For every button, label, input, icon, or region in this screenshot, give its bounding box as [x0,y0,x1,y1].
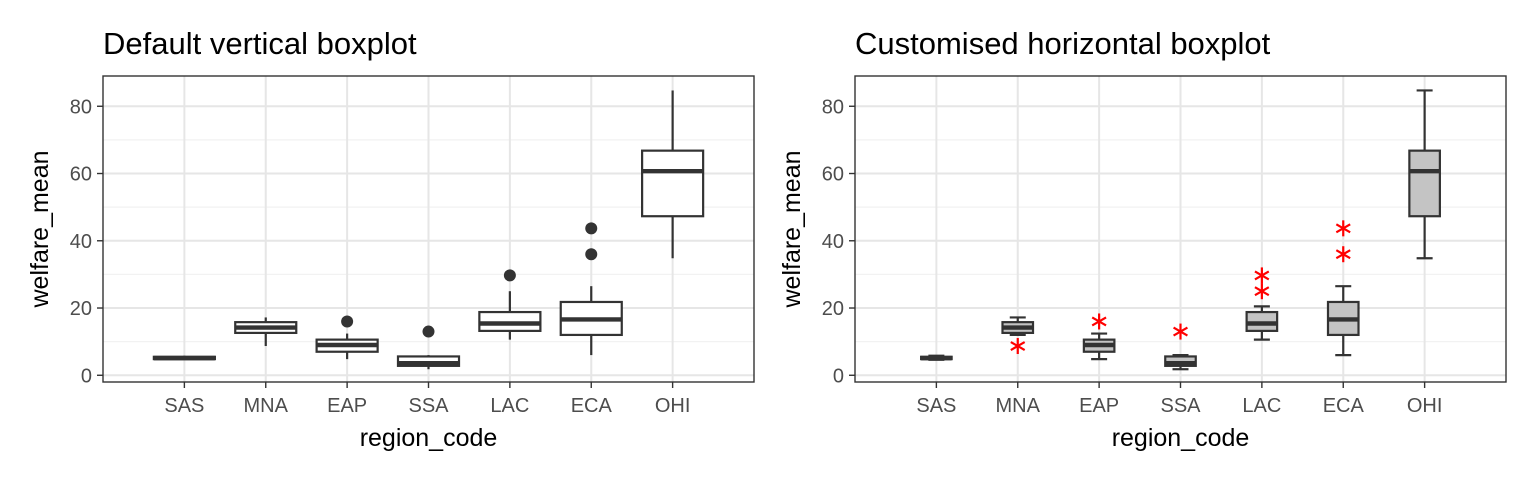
outlier-point [503,269,516,282]
x-tick-label: LAC [490,395,529,417]
y-tick-label: 20 [822,298,844,320]
x-tick-label: ECA [1323,395,1365,417]
x-tick-label: SSA [408,395,449,417]
box-body [641,149,705,218]
outlier-stroke [1010,341,1026,351]
outlier-stroke [1335,249,1351,260]
outlier-point [422,325,435,338]
box-mna [234,317,298,347]
x-tick-label: SAS [916,395,956,417]
x-tick-label: MNA [996,395,1041,417]
x-tick-label: MNA [244,395,289,417]
outlier-point [1335,220,1351,237]
box-lac [478,269,542,340]
chart-panel-2: 0 20 40 60 80 SAS MNA EAP SSA LAC ECA OHI Customised… [778,26,1507,452]
outlier-point [1010,338,1026,355]
box-mna [1001,316,1035,355]
chart-panel-1: 0 20 40 60 80 SAS MNA EAP SSA LAC ECA OHI Default ve… [26,26,755,452]
outlier-point [1335,246,1351,263]
x-tick-label: ECA [571,395,613,417]
box-lac [1245,267,1279,341]
y-tick-label: 80 [70,96,92,118]
box-eca [559,222,623,356]
outlier-stroke [1335,223,1351,234]
y-tick-label: 60 [70,164,92,186]
box-eap [1082,313,1116,361]
x-tick-label: SSA [1160,395,1201,417]
box-sas [152,355,216,361]
x-tick-label: OHI [1407,395,1443,417]
outlier-point [585,222,598,235]
box-ohi [1408,89,1441,260]
y-tick-label: 80 [822,96,844,118]
x-axis-title: region_code [1112,424,1250,452]
x-tick-label: EAP [327,395,367,417]
y-tick-label: 40 [70,231,92,253]
outlier-point [1091,313,1107,330]
x-tick-label: SAS [164,395,204,417]
y-axis-title: welfare_mean [26,150,54,308]
outlier-stroke [1254,270,1270,281]
x-tick-label: EAP [1079,395,1119,417]
outlier-stroke [1091,316,1107,327]
outlier-stroke [1254,286,1270,297]
outlier-stroke [1173,326,1188,337]
chart-title: Customised horizontal boxplot [855,26,1271,61]
outlier-point [1254,267,1270,284]
y-axis-title: welfare_mean [778,150,806,308]
y-tick-label: 0 [833,365,844,387]
y-tick-label: 0 [81,365,92,387]
x-tick-label: LAC [1242,395,1281,417]
box-eca [1326,220,1360,357]
y-tick-label: 40 [822,231,844,253]
outlier-point [1173,323,1188,340]
chart-title: Default vertical boxplot [103,26,417,61]
outlier-point [585,248,598,261]
box-ssa [396,325,461,370]
y-tick-label: 60 [822,164,844,186]
outlier-point [1254,283,1270,300]
box-sas [920,354,953,361]
box-ohi [641,90,705,259]
x-tick-label: OHI [655,395,691,417]
outlier-point [341,315,354,328]
x-axis-title: region_code [360,424,498,452]
box-body [1408,149,1441,218]
box-ssa [1164,323,1197,371]
y-tick-label: 20 [70,298,92,320]
box-eap [315,315,379,360]
